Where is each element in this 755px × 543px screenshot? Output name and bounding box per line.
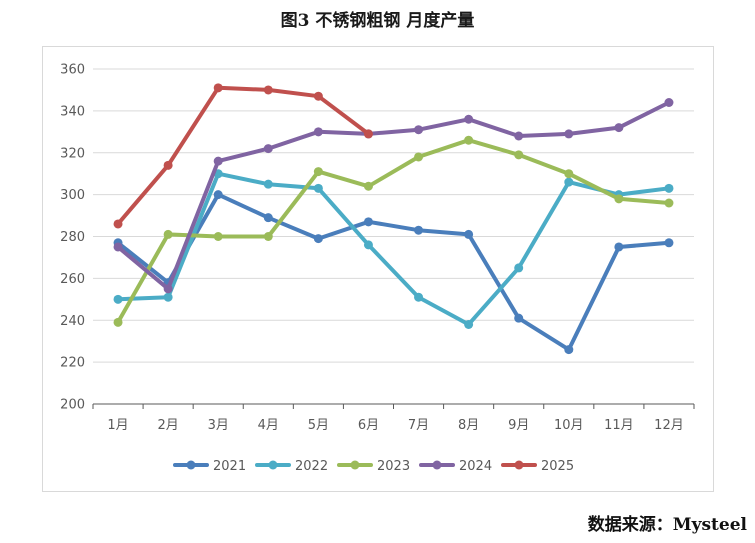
x-tick-label: 9月	[508, 418, 529, 433]
y-tick-label: 320	[60, 146, 85, 161]
data-point-2021	[363, 217, 373, 227]
data-point-2021	[464, 229, 474, 239]
y-tick-label: 340	[60, 104, 85, 119]
chart-title: 图3 不锈钢粗钢 月度产量	[280, 11, 475, 31]
data-point-2023	[464, 135, 474, 145]
series-line-2023	[116, 138, 671, 325]
legend-label-2022: 2022	[295, 459, 328, 474]
series-line-2024	[116, 100, 671, 291]
series-line-2021	[116, 192, 671, 352]
x-tick-label: 10月	[554, 418, 584, 433]
x-tick-label: 5月	[308, 418, 329, 433]
data-point-2023	[564, 169, 574, 179]
data-point-2021	[414, 225, 424, 235]
y-tick-label: 240	[60, 314, 85, 329]
y-tick-label: 200	[60, 398, 85, 413]
x-tick-label: 8月	[458, 418, 479, 433]
y-tick-label: 360	[60, 63, 85, 78]
chart-frame	[42, 46, 714, 492]
legend-label-2024: 2024	[459, 459, 492, 474]
data-point-2022	[313, 183, 323, 193]
data-point-2024	[664, 98, 674, 107]
data-point-2025	[263, 85, 273, 95]
data-point-2025	[113, 219, 123, 229]
legend-marker-2024	[432, 460, 442, 470]
data-point-2024	[464, 114, 474, 124]
data-point-2024	[614, 123, 624, 133]
data-point-2024	[514, 131, 524, 141]
data-point-2024	[163, 284, 173, 294]
data-point-2023	[514, 150, 524, 160]
data-point-2022	[414, 292, 424, 302]
x-tick-label: 2月	[157, 418, 178, 433]
data-point-2023	[263, 232, 273, 241]
data-point-2021	[664, 238, 674, 248]
x-tick-label: 1月	[107, 418, 128, 433]
legend-label-2021: 2021	[213, 459, 246, 474]
y-tick-label: 300	[60, 188, 85, 203]
legend-marker-2025	[514, 460, 524, 470]
y-tick-label: 260	[60, 272, 85, 287]
data-point-2023	[614, 194, 624, 204]
data-point-2021	[313, 234, 323, 244]
data-point-2024	[414, 125, 424, 135]
data-point-2024	[263, 144, 273, 154]
data-point-2024	[113, 242, 123, 252]
legend-marker-2023	[350, 460, 360, 470]
y-tick-label: 280	[60, 230, 85, 245]
data-point-2025	[363, 129, 373, 139]
data-point-2022	[163, 292, 173, 302]
data-point-2025	[213, 83, 223, 93]
data-point-2021	[614, 242, 624, 252]
data-point-2023	[363, 181, 373, 191]
x-tick-label: 7月	[408, 418, 429, 433]
series-line-2022	[116, 171, 671, 327]
x-tick-label: 11月	[604, 418, 634, 433]
x-tick-label: 6月	[358, 418, 379, 433]
series-line-2025	[116, 85, 371, 226]
data-point-2022	[263, 179, 273, 189]
source-note: 数据来源：Mysteel	[587, 515, 747, 535]
data-point-2024	[313, 127, 323, 137]
legend-marker-2021	[186, 460, 196, 470]
data-point-2024	[213, 156, 223, 166]
data-point-2021	[564, 345, 574, 355]
data-point-2022	[514, 263, 524, 273]
data-point-2023	[664, 198, 674, 208]
data-point-2023	[414, 152, 424, 162]
data-point-2022	[363, 240, 373, 250]
data-point-2024	[564, 129, 574, 139]
data-point-2021	[263, 213, 273, 223]
data-point-2022	[113, 294, 123, 304]
x-tick-label: 4月	[258, 418, 279, 433]
data-point-2021	[514, 313, 524, 323]
y-tick-label: 220	[60, 356, 85, 371]
data-point-2023	[163, 229, 173, 239]
data-point-2022	[464, 319, 474, 329]
data-point-2022	[564, 177, 574, 187]
data-point-2021	[213, 190, 223, 200]
data-point-2022	[664, 183, 674, 193]
data-point-2023	[113, 317, 123, 327]
x-tick-label: 12月	[654, 418, 684, 433]
data-point-2025	[313, 91, 323, 101]
data-point-2023	[313, 167, 323, 177]
data-point-2023	[213, 232, 223, 241]
legend-label-2023: 2023	[377, 459, 410, 474]
legend-marker-2022	[268, 460, 278, 470]
legend-label-2025: 2025	[541, 459, 574, 474]
data-point-2025	[163, 160, 173, 170]
x-tick-label: 3月	[208, 418, 229, 433]
